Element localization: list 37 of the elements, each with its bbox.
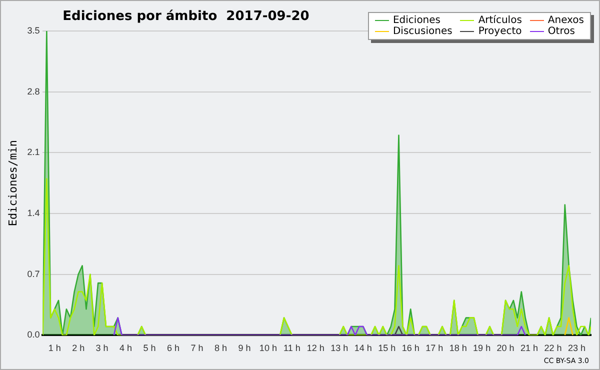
- chart-title: Ediciones por ámbito 2017-09-20: [62, 9, 310, 24]
- x-tick-label: 9 h: [238, 343, 251, 354]
- x-tick-label: 6 h: [167, 343, 180, 354]
- y-axis-title: Ediciones/min: [6, 140, 20, 226]
- y-tick-label: 0.7: [27, 268, 40, 279]
- legend-label: Anexos: [546, 15, 584, 26]
- x-tick-label: 23 h: [568, 343, 586, 354]
- x-tick-label: 16 h: [402, 343, 420, 354]
- x-tick-label: 11 h: [284, 343, 300, 354]
- x-tick-label: 14 h: [354, 343, 372, 354]
- x-tick-label: 19 h: [473, 343, 491, 354]
- legend-label: Otros: [546, 26, 576, 37]
- x-tick-label: 21 h: [520, 343, 538, 354]
- y-tick-label: 1.4: [27, 208, 40, 218]
- x-tick-label: 4 h: [120, 343, 132, 354]
- x-tick-label: 10 h: [259, 343, 277, 354]
- x-tick-label: 12 h: [306, 343, 324, 354]
- legend-label: Proyecto: [477, 26, 522, 37]
- y-tick-label: 2.1: [27, 147, 40, 158]
- x-tick-label: 20 h: [496, 343, 514, 354]
- x-tick-label: 2 h: [72, 343, 85, 354]
- x-tick-label: 18 h: [449, 343, 467, 354]
- x-tick-label: 3 h: [96, 343, 108, 354]
- y-tick-label: 3.5: [27, 25, 40, 36]
- x-tick-label: 15 h: [378, 343, 396, 354]
- y-tick-label: 0.0: [27, 330, 40, 340]
- x-tick-label: 5 h: [143, 343, 156, 354]
- x-tick-label: 1 h: [48, 343, 61, 354]
- x-tick-label: 8 h: [214, 343, 227, 354]
- y-tick-label: 2.8: [27, 86, 40, 96]
- x-tick-label: 17 h: [426, 343, 444, 354]
- legend-label: Discusiones: [392, 26, 452, 37]
- x-tick-label: 7 h: [190, 343, 204, 354]
- legend-label: Ediciones: [392, 15, 442, 26]
- legend-label: Artículos: [477, 15, 522, 26]
- x-tick-label: 13 h: [330, 343, 348, 354]
- x-tick-label: 22 h: [544, 343, 562, 354]
